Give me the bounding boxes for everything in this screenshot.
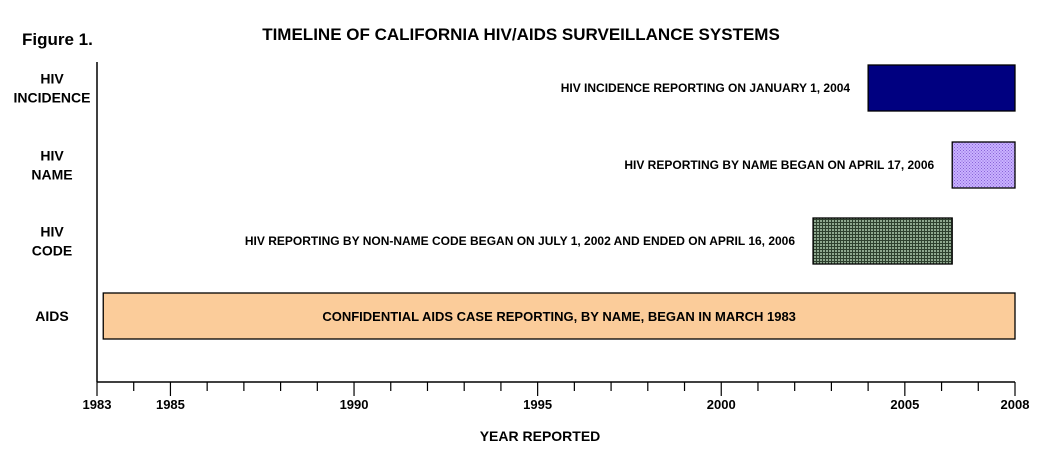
bar-label: HIV REPORTING BY NAME BEGAN ON APRIL 17,… bbox=[624, 158, 934, 172]
category-label: AIDS bbox=[35, 308, 68, 324]
category-label: INCIDENCE bbox=[13, 90, 90, 106]
x-tick-label: 2005 bbox=[890, 397, 919, 412]
x-tick-label: 2000 bbox=[707, 397, 736, 412]
category-label: HIV bbox=[40, 224, 64, 240]
bar-label: HIV INCIDENCE REPORTING ON JANUARY 1, 20… bbox=[561, 81, 851, 95]
x-tick-label: 1983 bbox=[83, 397, 112, 412]
category-label: NAME bbox=[31, 167, 72, 183]
bar-label: HIV REPORTING BY NON-NAME CODE BEGAN ON … bbox=[245, 234, 795, 248]
figure-label: Figure 1. bbox=[22, 30, 93, 49]
timeline-bar bbox=[867, 64, 1016, 112]
category-label: HIV bbox=[40, 71, 64, 87]
x-tick-label: 1995 bbox=[523, 397, 552, 412]
category-label: CODE bbox=[32, 243, 72, 259]
bar-label: CONFIDENTIAL AIDS CASE REPORTING, BY NAM… bbox=[322, 309, 796, 324]
x-tick-label: 2008 bbox=[1001, 397, 1030, 412]
timeline-bar bbox=[951, 141, 1016, 189]
chart-title: TIMELINE OF CALIFORNIA HIV/AIDS SURVEILL… bbox=[262, 25, 780, 44]
category-label: HIV bbox=[40, 148, 64, 164]
timeline-bar bbox=[812, 217, 953, 265]
x-axis-title: YEAR REPORTED bbox=[480, 428, 601, 444]
x-tick-label: 1990 bbox=[340, 397, 369, 412]
timeline-bar bbox=[102, 292, 1016, 340]
x-tick-label: 1985 bbox=[156, 397, 185, 412]
